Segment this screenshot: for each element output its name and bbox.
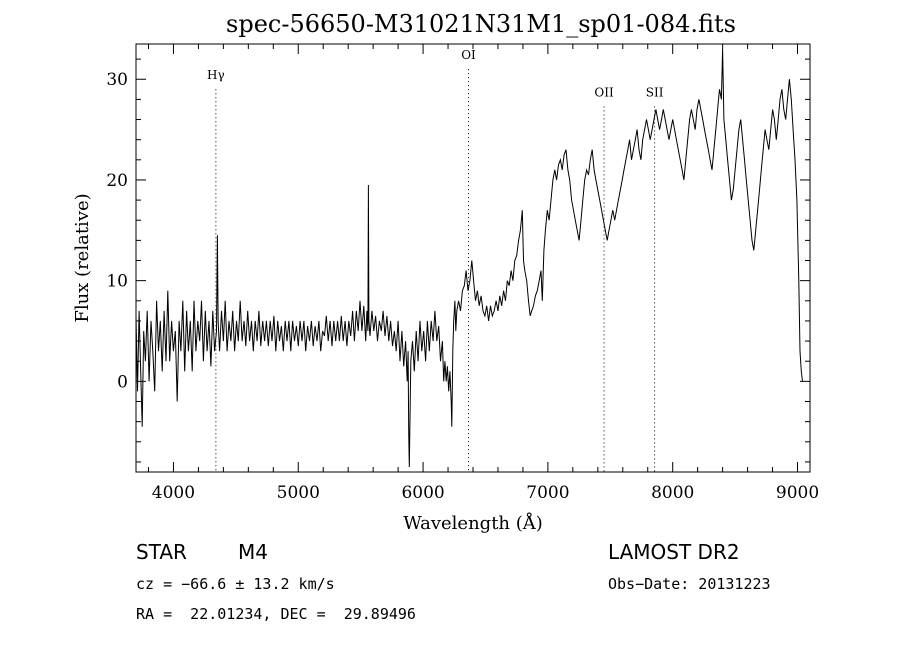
chart-title: spec-56650-M31021N31M1_sp01-084.fits [226,10,736,38]
object-class: STAR [136,540,187,564]
obs-date: Obs−Date: 20131223 [608,575,771,593]
y-axis-label: Flux (relative) [72,193,93,322]
spectrum-line [135,48,803,468]
line-marker-label: SII [646,85,664,99]
x-tick-label: 9000 [776,483,819,503]
line-marker-label: Hγ [207,68,225,82]
plot-frame [135,43,811,473]
coordinates: RA = 22.01234, DEC = 29.89496 [136,605,416,623]
x-tick-label: 4000 [152,483,195,503]
redshift-text: cz = −66.6 ± 13.2 km/s [136,575,335,593]
line-marker-label: OI [461,48,476,62]
line-marker-label: OII [594,85,614,99]
y-tick-label: 10 [106,272,128,292]
y-tick-label: 0 [117,372,128,392]
survey-label: LAMOST DR2 [608,540,740,564]
y-tick-label: 20 [106,171,128,191]
x-tick-label: 8000 [651,483,694,503]
x-axis-label: Wavelength (Å) [403,512,543,534]
x-tick-label: 7000 [526,483,569,503]
x-tick-label: 6000 [401,483,444,503]
y-tick-label: 30 [106,70,128,90]
object-subclass: M4 [238,540,268,564]
x-tick-label: 5000 [277,483,320,503]
